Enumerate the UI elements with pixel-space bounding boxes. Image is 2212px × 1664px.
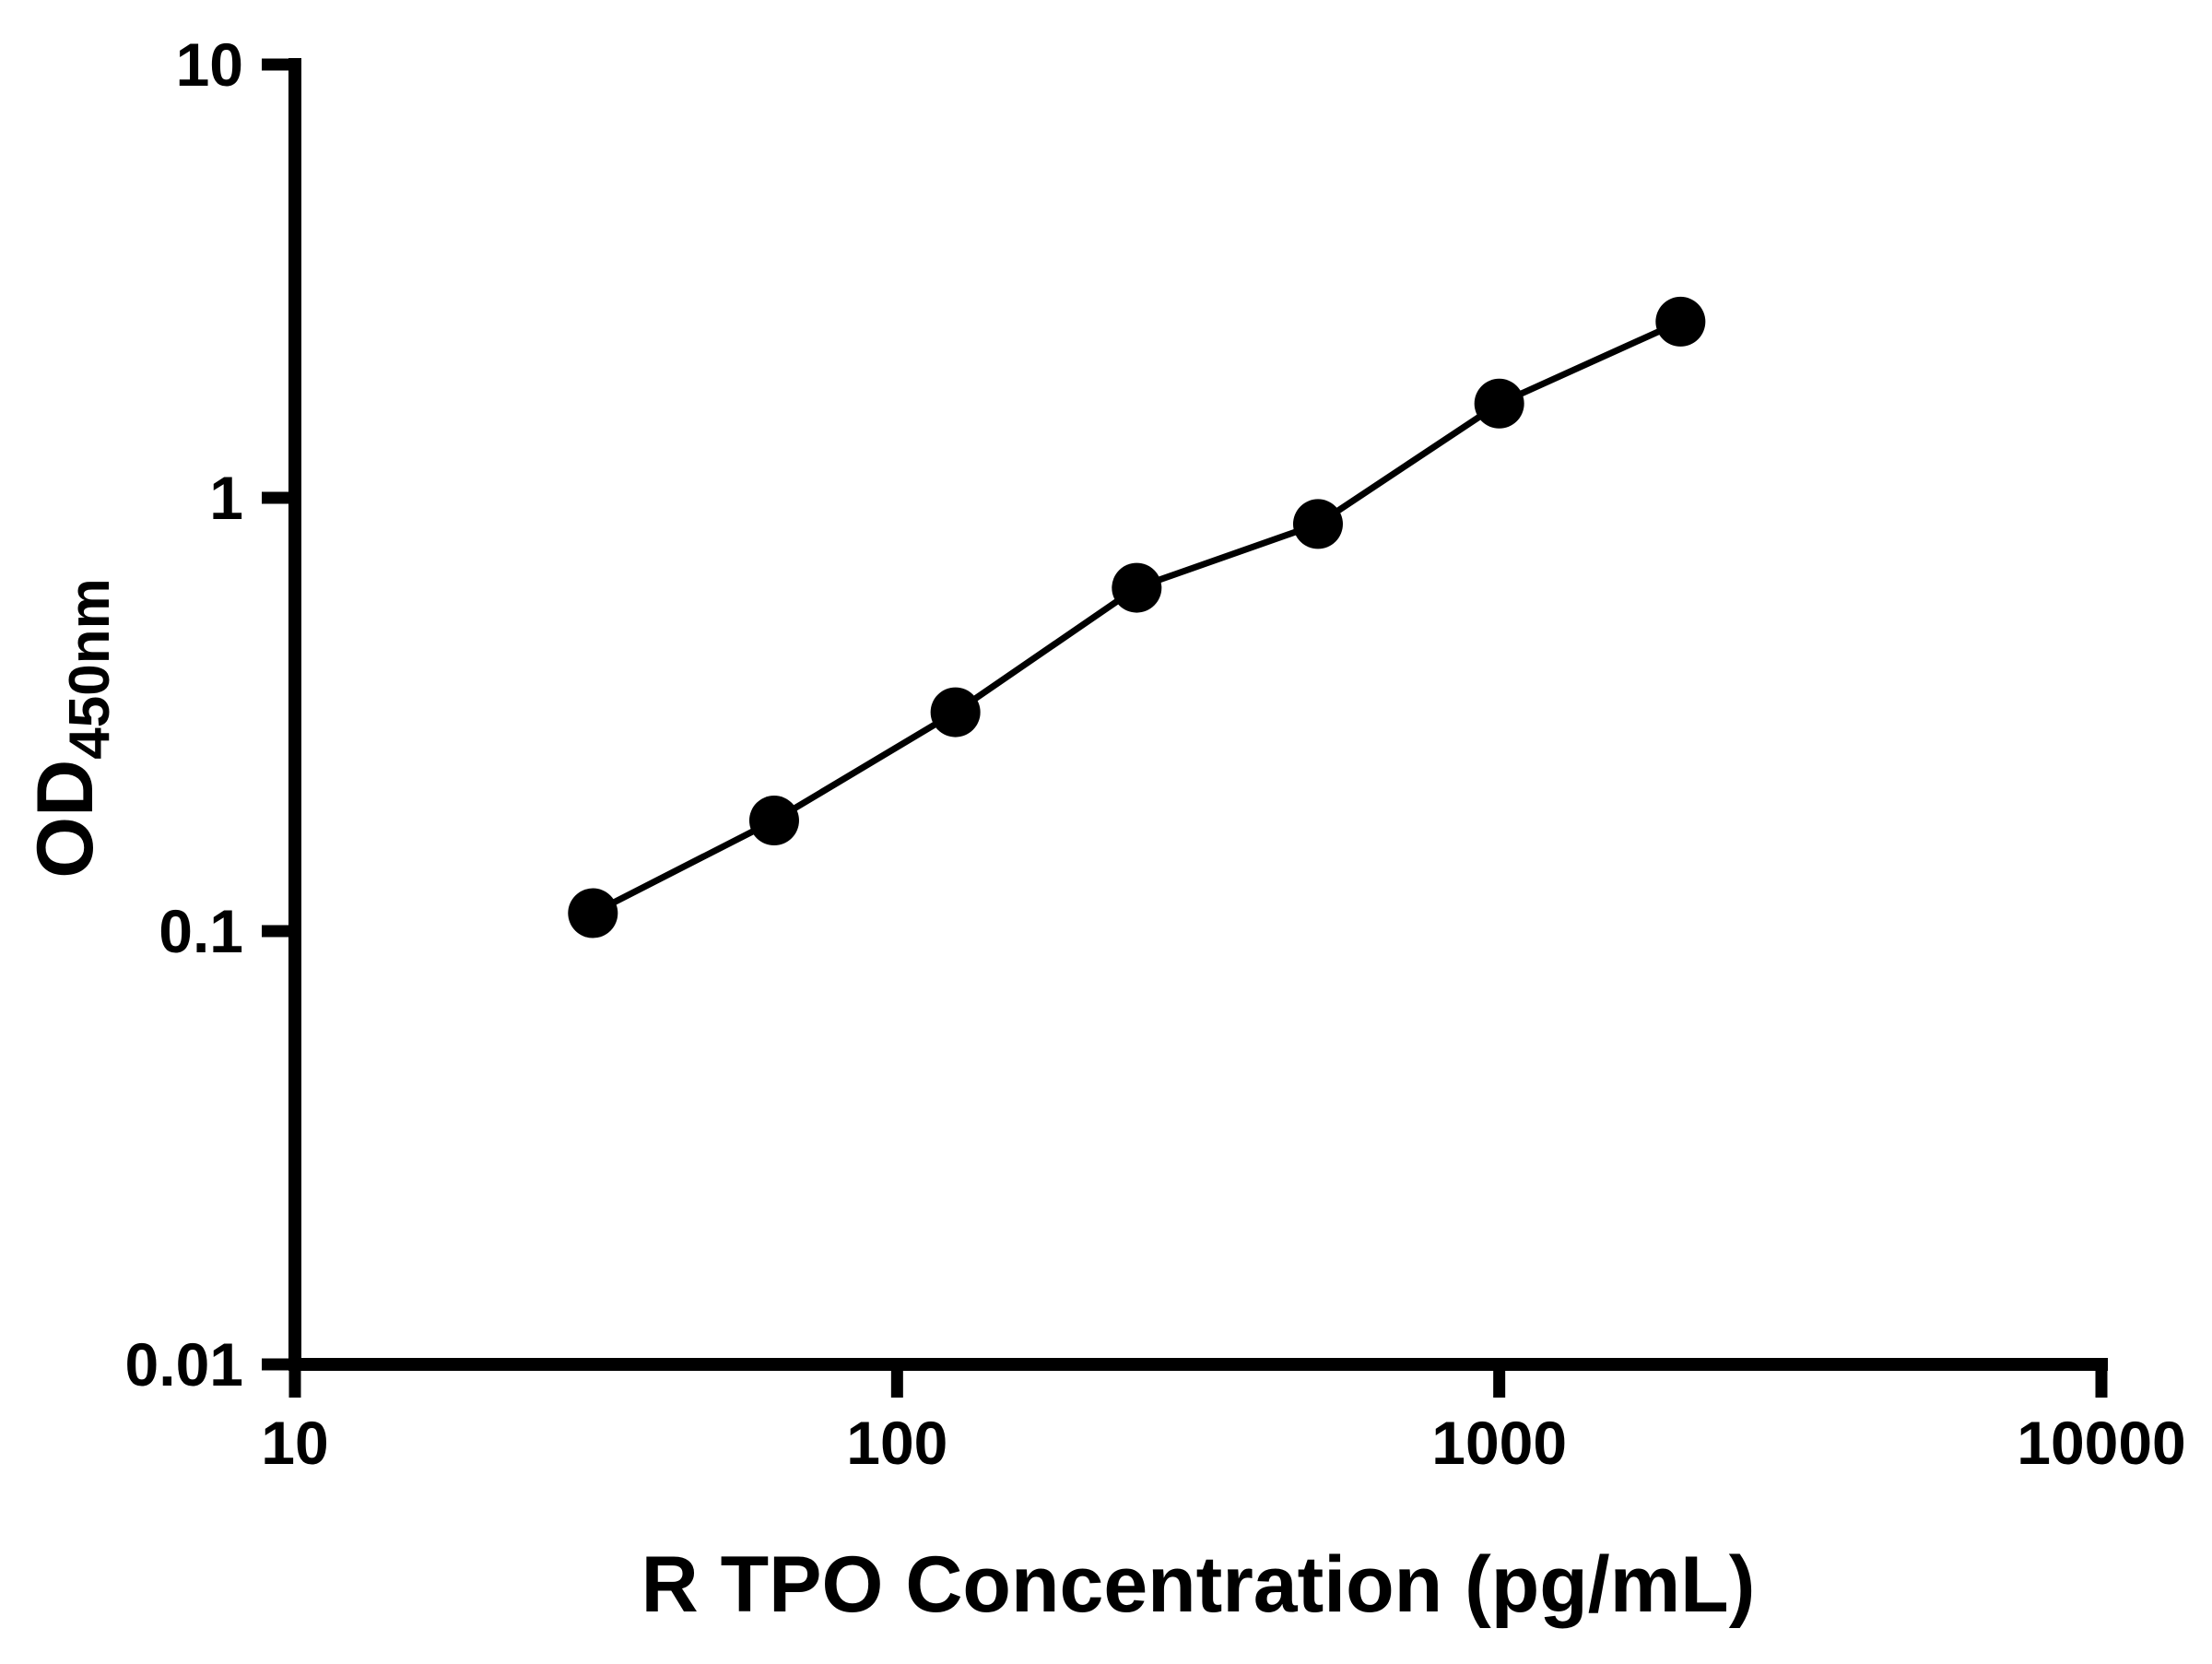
data-series bbox=[568, 296, 1706, 938]
tick-marks bbox=[262, 58, 2108, 1398]
x-tick-label: 100 bbox=[846, 1409, 947, 1477]
data-point bbox=[568, 888, 618, 938]
tick-labels: 10 100 1000 10000 0.01 0.1 1 10 bbox=[125, 30, 2186, 1477]
y-axis-title-main: OD bbox=[21, 760, 110, 879]
x-tick-label: 10000 bbox=[2017, 1409, 2186, 1477]
data-point bbox=[1474, 378, 1524, 429]
y-tick-label: 1 bbox=[209, 464, 243, 532]
x-axis-title: R TPO Concentration (pg/mL) bbox=[641, 1540, 1756, 1629]
y-tick-label: 0.01 bbox=[125, 1330, 243, 1398]
y-tick-label: 0.1 bbox=[159, 897, 243, 965]
data-point bbox=[1655, 296, 1706, 347]
x-tick-label: 10 bbox=[261, 1409, 328, 1477]
y-axis-title: OD450nm bbox=[21, 578, 122, 878]
y-axis-title-subscript: 450nm bbox=[58, 578, 122, 759]
data-point bbox=[1112, 562, 1162, 613]
data-point bbox=[748, 796, 799, 846]
axes bbox=[288, 58, 2108, 1371]
data-point bbox=[930, 687, 981, 738]
y-tick-label: 10 bbox=[176, 30, 243, 99]
x-tick-label: 1000 bbox=[1431, 1409, 1567, 1477]
data-point bbox=[1292, 499, 1343, 549]
